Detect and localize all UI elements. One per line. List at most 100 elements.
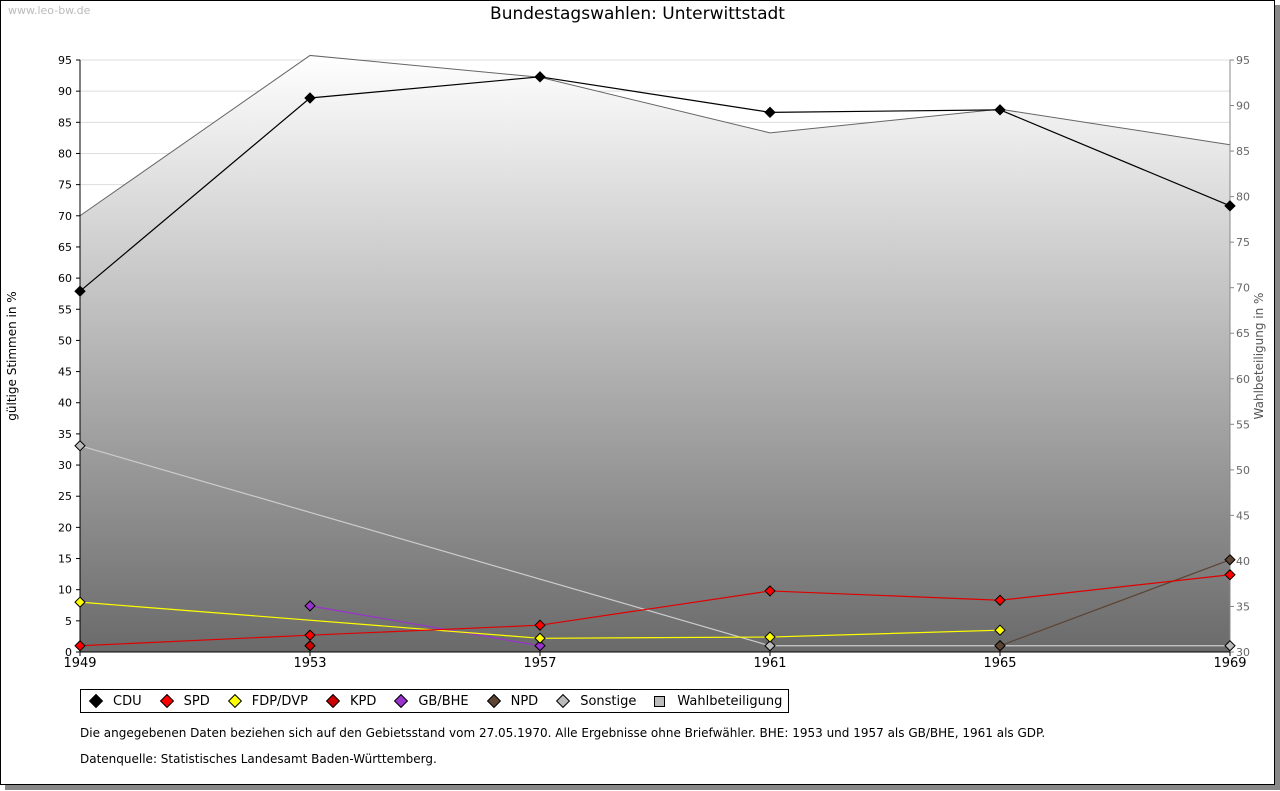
- y2-axis-label: Wahlbeteiligung in %: [1252, 293, 1266, 420]
- y-tick-label: 40: [58, 397, 72, 410]
- legend-label: NPD: [510, 693, 539, 709]
- data-point-cdu: [304, 92, 316, 104]
- legend-label: CDU: [113, 693, 142, 709]
- data-point-sonstige: [74, 440, 86, 452]
- data-point-cdu: [994, 104, 1006, 116]
- y-tick-label: 90: [58, 85, 72, 98]
- y-tick-label: 20: [58, 521, 72, 534]
- legend-marker-icon: [394, 693, 409, 709]
- y2-tick-label: 95: [1236, 54, 1250, 67]
- y-tick-label: 5: [65, 615, 72, 628]
- legend-label: GB/BHE: [418, 693, 469, 709]
- data-point-cdu: [534, 71, 546, 83]
- x-tick-label: 1961: [753, 656, 786, 671]
- y2-tick-label: 75: [1236, 236, 1250, 249]
- y-tick-label: 50: [58, 334, 72, 347]
- note-text: Die angegebenen Daten beziehen sich auf …: [80, 726, 1046, 740]
- y2-tick-label: 70: [1236, 282, 1250, 295]
- y-tick-label: 45: [58, 366, 72, 379]
- data-point-fdp/dvp: [764, 631, 776, 643]
- y-tick-label: 65: [58, 241, 72, 254]
- data-point-gb/bhe: [304, 600, 316, 612]
- legend-item: CDU: [87, 694, 142, 709]
- y2-tick-label: 35: [1236, 600, 1250, 613]
- data-point-npd: [994, 640, 1006, 652]
- chart-plot: 0 5 10 15 20 25 30 35 40 45 50 55 60 65 70 75 80 85 90 95 30…: [5, 54, 1266, 671]
- chart-title: Bundestagswahlen: Unterwittstadt: [490, 4, 785, 24]
- legend-label: SPD: [183, 693, 210, 709]
- y-tick-label: 30: [58, 459, 72, 472]
- data-point-spd: [304, 629, 316, 641]
- legend-item: GB/BHE: [392, 693, 469, 709]
- series-line-fdp/dvp: [79, 601, 1001, 639]
- y-tick-label: 10: [58, 584, 72, 597]
- watermark: www.leo-bw.de: [8, 4, 91, 17]
- y-axis-label: gültige Stimmen in %: [5, 291, 19, 420]
- legend-label: Wahlbeteiligung: [677, 693, 783, 709]
- x-tick-label: 1965: [983, 656, 1016, 671]
- source-text: Datenquelle: Statistisches Landesamt Bad…: [80, 752, 437, 766]
- y-tick-label: 95: [58, 54, 72, 67]
- y-tick-label: 0: [65, 646, 72, 659]
- y-tick-label: 15: [58, 553, 72, 566]
- y-tick-label: 55: [58, 303, 72, 316]
- legend-item: FDP/DVP: [226, 694, 308, 709]
- series-line-spd: [79, 574, 1231, 647]
- data-point-fdp/dvp: [994, 624, 1006, 636]
- data-point-spd: [764, 585, 776, 597]
- data-point-spd: [534, 619, 546, 631]
- data-point-fdp/dvp: [74, 596, 86, 608]
- legend-item: NPD: [485, 693, 539, 709]
- y-tick-label: 80: [58, 147, 72, 160]
- data-point-sonstige: [764, 640, 776, 652]
- data-point-cdu: [74, 285, 86, 297]
- data-point-sonstige: [1224, 640, 1236, 652]
- y-tick-label: 35: [58, 428, 72, 441]
- data-point-spd: [74, 640, 86, 652]
- y2-tick-label: 30: [1236, 646, 1250, 659]
- legend-item: SPD: [158, 694, 210, 709]
- data-point-spd: [994, 594, 1006, 606]
- data-point-npd: [1224, 554, 1236, 566]
- data-point-gb/bhe: [534, 640, 546, 652]
- data-point-cdu: [1224, 200, 1236, 212]
- x-tick-label: 1957: [523, 656, 556, 671]
- turnout-line: [79, 54, 1231, 217]
- legend-label: KPD: [349, 693, 377, 709]
- legend-marker-icon: [88, 693, 104, 709]
- legend-marker-icon: [556, 693, 571, 709]
- legend: CDU SPD FDP/DVP KPD GB/BHE NPD Sonstige Wahlbet…: [80, 689, 790, 713]
- series-line-gb/bhe: [309, 605, 541, 647]
- y2-tick-label: 65: [1236, 327, 1250, 340]
- y-tick-label: 75: [58, 179, 72, 192]
- legend-marker-icon: [325, 693, 341, 709]
- data-point-kpd: [304, 640, 316, 652]
- y2-tick-label: 60: [1236, 373, 1250, 386]
- y2-tick-label: 80: [1236, 191, 1250, 204]
- x-tick-label: 1953: [293, 656, 326, 671]
- y-tick-label: 25: [58, 490, 72, 503]
- y2-tick-label: 55: [1236, 418, 1250, 431]
- y-tick-label: 85: [58, 116, 72, 129]
- legend-marker-icon: [486, 693, 501, 709]
- y2-tick-label: 40: [1236, 555, 1250, 568]
- legend-item: KPD: [324, 694, 376, 709]
- y2-tick-label: 45: [1236, 509, 1250, 522]
- legend-marker-icon: [654, 695, 666, 707]
- data-point-fdp/dvp: [534, 632, 546, 644]
- x-tick-label: 1969: [1213, 656, 1246, 671]
- x-tick-label: 1949: [63, 656, 96, 671]
- data-point-spd: [1224, 569, 1236, 581]
- series-line-sonstige: [79, 445, 1230, 647]
- turnout-area: [80, 55, 1230, 652]
- legend-label: FDP/DVP: [251, 693, 308, 709]
- y2-tick-label: 85: [1236, 145, 1250, 158]
- series-line-cdu: [79, 76, 1231, 292]
- legend-marker-icon: [227, 693, 242, 709]
- y-tick-label: 70: [58, 210, 72, 223]
- y2-tick-label: 90: [1236, 100, 1250, 113]
- legend-item: Wahlbeteiligung: [652, 694, 782, 709]
- legend-item: Sonstige: [554, 694, 636, 709]
- series-line-npd: [999, 559, 1231, 647]
- y2-tick-label: 50: [1236, 464, 1250, 477]
